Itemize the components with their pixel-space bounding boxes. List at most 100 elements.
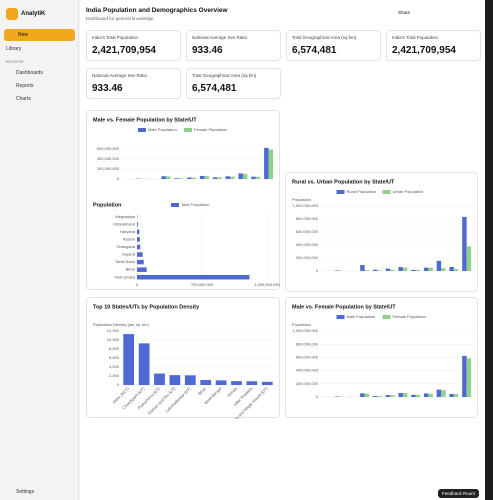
brand: AnalytiK: [6, 8, 45, 20]
bar: [137, 252, 143, 257]
y-tick-label: 0: [316, 394, 319, 399]
kpi-card: India's Total Population 2,421,709,954: [86, 30, 181, 61]
bar: [428, 393, 433, 397]
y-tick-label: 400,000,000: [97, 156, 120, 161]
kpi-value: 2,421,709,954: [392, 45, 456, 56]
bar: [137, 229, 140, 235]
bar: [441, 268, 446, 271]
legend-swatch: [171, 203, 179, 207]
legend-label: Male Population: [347, 314, 376, 319]
nav-settings[interactable]: Settings: [16, 489, 35, 495]
nav-section: BROWSE: [6, 59, 24, 64]
bar: [123, 334, 135, 385]
legend-label: Male Population: [148, 127, 177, 132]
bar: [137, 244, 141, 250]
bar: [255, 176, 261, 179]
y-axis-label: Population: [292, 197, 311, 202]
bar: [137, 274, 250, 280]
legend-label: Female Population: [393, 314, 426, 319]
bar: [268, 149, 274, 179]
feedback-button[interactable]: Feedback Room: [438, 489, 480, 498]
bar: [411, 269, 416, 271]
bar: [415, 394, 421, 397]
bar: [231, 381, 242, 385]
kpi-label: India's Total Population: [392, 35, 439, 40]
y-tick-label: 600,000,000: [296, 229, 319, 234]
chart-title: Top 10 States/UTs by Population Density: [93, 304, 200, 310]
chart-card: Male vs. Female Population by State/UT Ma…: [285, 297, 478, 418]
x-tick-label: Bihar: [197, 385, 208, 396]
kpi-card: Total Geographical Area (sq km) 6,574,481: [186, 68, 281, 99]
kpi-card: National Average Sex Ratio 933.46: [86, 68, 181, 99]
bar: [137, 259, 144, 265]
y-tick-label: 6,000: [109, 355, 120, 360]
bar: [169, 375, 181, 385]
bar: [436, 389, 442, 397]
bar: [154, 373, 165, 385]
legend-label: Total Population: [181, 202, 209, 207]
page-subtitle: Dashboard for general knowledge: [86, 16, 154, 21]
bar: [390, 269, 395, 271]
x-tick-label: Kerala: [226, 385, 238, 397]
bar: [204, 176, 209, 179]
bar: [462, 355, 467, 397]
kpi-card: Total Geographical Area (sq km) 6,574,481: [286, 30, 381, 61]
y-tick-label: 2,000: [109, 373, 120, 378]
bar: [423, 393, 429, 397]
bar: [453, 269, 459, 271]
bar: [242, 173, 248, 179]
bar: [449, 266, 454, 271]
y-tick-label: 400,000,000: [296, 242, 319, 247]
chart: Male vs. Female Population by State/UT Ma…: [292, 304, 473, 399]
legend-swatch: [382, 190, 391, 194]
legend-label: Urban Population: [393, 189, 424, 194]
nav-item[interactable]: Reports: [16, 83, 34, 89]
bar: [137, 222, 138, 227]
chart-title: Population: [93, 202, 122, 208]
bar: [174, 178, 179, 179]
chart-card: Top 10 States/UTs by Population Density P…: [86, 297, 280, 419]
bar: [402, 393, 408, 397]
bar: [225, 176, 231, 179]
legend-label: Rural Population: [347, 189, 377, 194]
legend-swatch: [138, 128, 146, 132]
bar: [436, 260, 442, 271]
chart-title: Rural vs. Urban Population by State/UT: [292, 179, 395, 185]
y-tick-label: 200,000,000: [97, 166, 120, 171]
x-tick-label: 0: [136, 282, 139, 287]
nav-library[interactable]: Library: [6, 46, 22, 52]
bar: [238, 173, 243, 179]
nav-item[interactable]: Dashboards: [16, 70, 43, 76]
bar: [178, 178, 184, 179]
brand-name: AnalytiK: [21, 11, 46, 17]
y-axis-label: Population: [292, 322, 311, 327]
bar: [377, 396, 382, 397]
kpi-label: National Average Sex Ratio: [192, 35, 247, 40]
bar: [212, 177, 218, 179]
y-tick-label: 0: [316, 268, 319, 273]
bar: [466, 358, 472, 397]
y-tick-label: 400,000,000: [296, 368, 319, 373]
bar: [191, 177, 197, 179]
bar: [230, 176, 235, 179]
x-tick-label: 1,400,000,000: [254, 282, 280, 287]
chart-title: Male vs. Female Population by State/UT: [292, 304, 396, 310]
nav-item[interactable]: Charts: [16, 96, 31, 102]
share-button[interactable]: Share: [398, 10, 411, 15]
bar: [372, 269, 378, 271]
new-button[interactable]: New: [4, 29, 75, 41]
kpi-label: India's Total Population: [92, 35, 139, 40]
y-tick-label: 600,000,000: [97, 146, 120, 151]
bar: [364, 393, 370, 397]
y-tick-label: Bihar: [126, 267, 136, 272]
window-edge: [485, 0, 493, 500]
bar: [364, 270, 370, 271]
bar: [398, 267, 403, 271]
bar: [385, 268, 391, 271]
y-tick-label: 200,000,000: [296, 381, 319, 386]
y-tick-label: 0: [117, 382, 120, 387]
y-tick-label: 12,000: [107, 328, 120, 333]
bar: [246, 381, 258, 385]
bar: [184, 375, 196, 385]
y-tick-label: 8,000: [109, 346, 120, 351]
